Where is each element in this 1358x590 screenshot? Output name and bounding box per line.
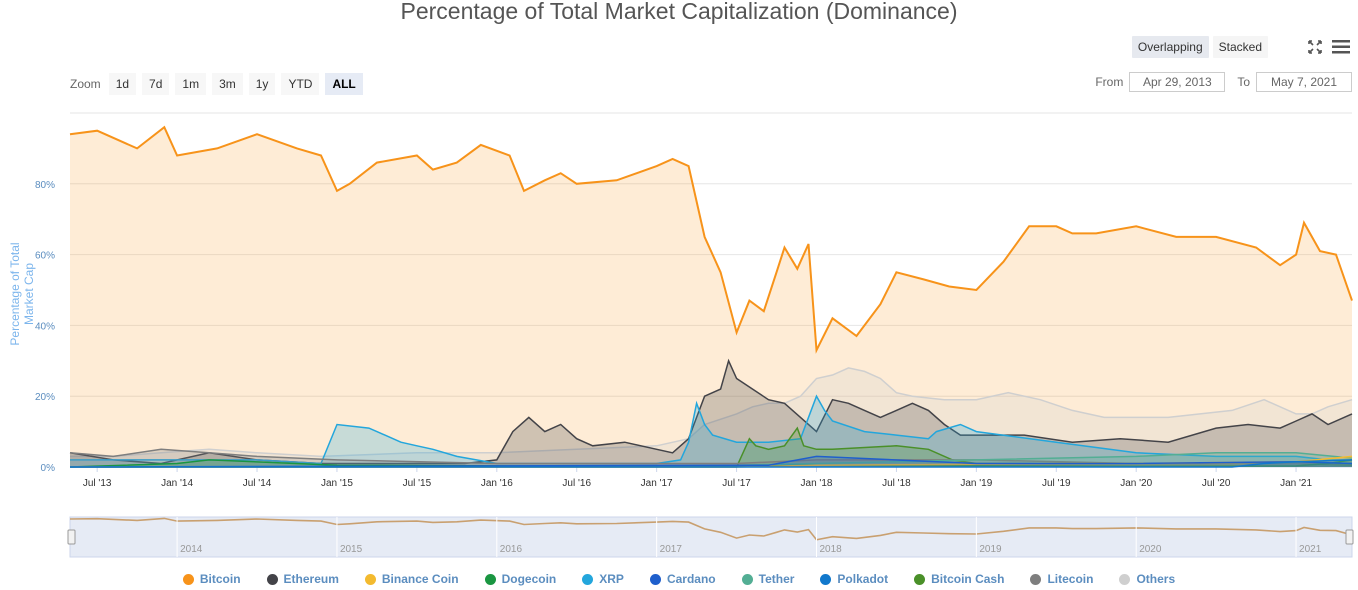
to-date-input[interactable]: May 7, 2021	[1256, 72, 1352, 92]
view-mode-toggle: Overlapping Stacked	[1131, 36, 1268, 58]
legend-label: Litecoin	[1047, 572, 1094, 586]
x-tick-label: Jan '19	[960, 478, 992, 489]
stacked-button[interactable]: Stacked	[1212, 36, 1268, 58]
legend-label: Dogecoin	[501, 572, 557, 586]
x-tick-label: Jul '13	[83, 478, 112, 489]
legend-item-bitcoin[interactable]: Bitcoin	[182, 572, 241, 586]
legend-marker	[582, 573, 594, 585]
navigator-label: 2021	[1299, 544, 1322, 555]
series-area-cardano	[70, 456, 1352, 467]
navigator-label: 2015	[340, 544, 363, 555]
series-area-others	[70, 367, 1352, 467]
series-area-xrp	[70, 396, 1352, 467]
y-tick-label: 40%	[35, 321, 55, 332]
zoom-3m-button[interactable]: 3m	[212, 73, 243, 95]
legend-marker	[484, 573, 496, 585]
series-area-bitcoin	[70, 127, 1352, 467]
series-area-litecoin	[70, 449, 1352, 467]
legend-item-dogecoin[interactable]: Dogecoin	[484, 572, 557, 586]
x-tick-label: Jan '14	[161, 478, 193, 489]
navigator-label: 2018	[820, 544, 843, 555]
navigator-series	[69, 517, 1353, 541]
legend-item-ethereum[interactable]: Ethereum	[266, 572, 339, 586]
x-tick-label: Jul '14	[243, 478, 272, 489]
navigator-window[interactable]	[69, 516, 1353, 558]
x-tick-label: Jan '21	[1280, 478, 1312, 489]
zoom-all-button[interactable]: ALL	[325, 73, 363, 95]
legend-marker	[364, 573, 376, 585]
legend-label: Bitcoin	[199, 572, 241, 586]
menu-icon[interactable]	[1332, 40, 1350, 54]
series-area-ethereum	[70, 360, 1352, 467]
navigator-label: 2017	[660, 544, 683, 555]
series-line-bitcoin[interactable]	[69, 125, 1353, 354]
legend-marker	[914, 573, 926, 585]
y-tick-label: 0%	[41, 463, 56, 474]
navigator-label: 2016	[500, 544, 523, 555]
x-tick-label: Jan '17	[641, 478, 673, 489]
y-tick-label: 60%	[35, 251, 55, 262]
legend-item-tether[interactable]: Tether	[741, 572, 795, 586]
legend-marker	[1119, 573, 1131, 585]
x-tick-label: Jan '20	[1120, 478, 1152, 489]
legend-item-litecoin[interactable]: Litecoin	[1030, 572, 1093, 586]
x-tick-label: Jan '16	[481, 478, 513, 489]
zoom-1d-button[interactable]: 1d	[108, 73, 137, 95]
navigator-left-handle[interactable]	[67, 529, 76, 545]
x-tick-label: Jan '15	[321, 478, 353, 489]
legend: Bitcoin Ethereum Binance Coin Dogecoin XRP Ca…	[0, 572, 1358, 586]
legend-marker	[1030, 573, 1042, 585]
series-line-xrp[interactable]	[70, 394, 1352, 465]
legend-label: Tether	[758, 572, 795, 586]
legend-label: XRP	[599, 572, 624, 586]
navigator-label: 2019	[979, 544, 1002, 555]
legend-item-cardano[interactable]: Cardano	[649, 572, 716, 586]
legend-marker	[820, 573, 832, 585]
y-axis-title: Percentage of Total Market Cap	[8, 242, 36, 346]
x-tick-label: Jul '15	[403, 478, 432, 489]
navigator-label: 2014	[180, 544, 203, 555]
chart-title: Percentage of Total Market Capitalizatio…	[400, 0, 958, 24]
legend-item-others[interactable]: Others	[1119, 572, 1175, 586]
legend-label: Others	[1136, 572, 1176, 586]
series-line-polkadot[interactable]	[70, 459, 1353, 468]
from-date-input[interactable]: Apr 29, 2013	[1129, 72, 1226, 92]
from-label: From	[1095, 75, 1124, 89]
zoom-label: Zoom	[70, 77, 101, 91]
legend-label: Cardano	[666, 572, 716, 586]
navigator-right-handle[interactable]	[1345, 529, 1354, 545]
legend-marker	[266, 573, 278, 585]
legend-item-binance-coin[interactable]: Binance Coin	[364, 572, 459, 586]
legend-marker	[741, 573, 753, 585]
zoom-ytd-button[interactable]: YTD	[281, 73, 320, 95]
to-label: To	[1237, 75, 1250, 89]
y-tick-label: 80%	[35, 180, 55, 191]
x-tick-label: Jul '16	[562, 478, 591, 489]
legend-item-xrp[interactable]: XRP	[582, 572, 624, 586]
x-tick-label: Jul '19	[1042, 478, 1071, 489]
legend-item-bitcoin-cash[interactable]: Bitcoin Cash	[914, 572, 1004, 586]
x-tick-label: Jan '18	[801, 478, 833, 489]
legend-marker	[649, 573, 661, 585]
legend-item-polkadot[interactable]: Polkadot	[820, 572, 888, 586]
zoom-7d-button[interactable]: 7d	[142, 73, 170, 95]
legend-label: Binance Coin	[381, 572, 459, 586]
legend-marker	[182, 573, 194, 585]
zoom-controls: Zoom 1d 7d 1m 3m 1y YTD ALL	[70, 73, 363, 95]
overlapping-button[interactable]: Overlapping	[1131, 36, 1209, 58]
date-range: From Apr 29, 2013 To May 7, 2021	[1095, 72, 1352, 92]
zoom-1y-button[interactable]: 1y	[248, 73, 276, 95]
x-tick-label: Jul '17	[722, 478, 751, 489]
navigator-label: 2020	[1139, 544, 1162, 555]
x-tick-label: Jul '18	[882, 478, 911, 489]
fullscreen-icon[interactable]	[1308, 40, 1322, 54]
legend-label: Ethereum	[283, 572, 339, 586]
legend-label: Bitcoin Cash	[931, 572, 1005, 586]
chart: 0% 20% 40% 60% 80% Jul '13 Jan '14 Jul '14 Jan '…	[35, 112, 1354, 558]
y-tick-label: 20%	[35, 392, 55, 403]
zoom-1m-button[interactable]: 1m	[175, 73, 207, 95]
x-tick-label: Jul '20	[1202, 478, 1231, 489]
legend-label: Polkadot	[837, 572, 889, 586]
